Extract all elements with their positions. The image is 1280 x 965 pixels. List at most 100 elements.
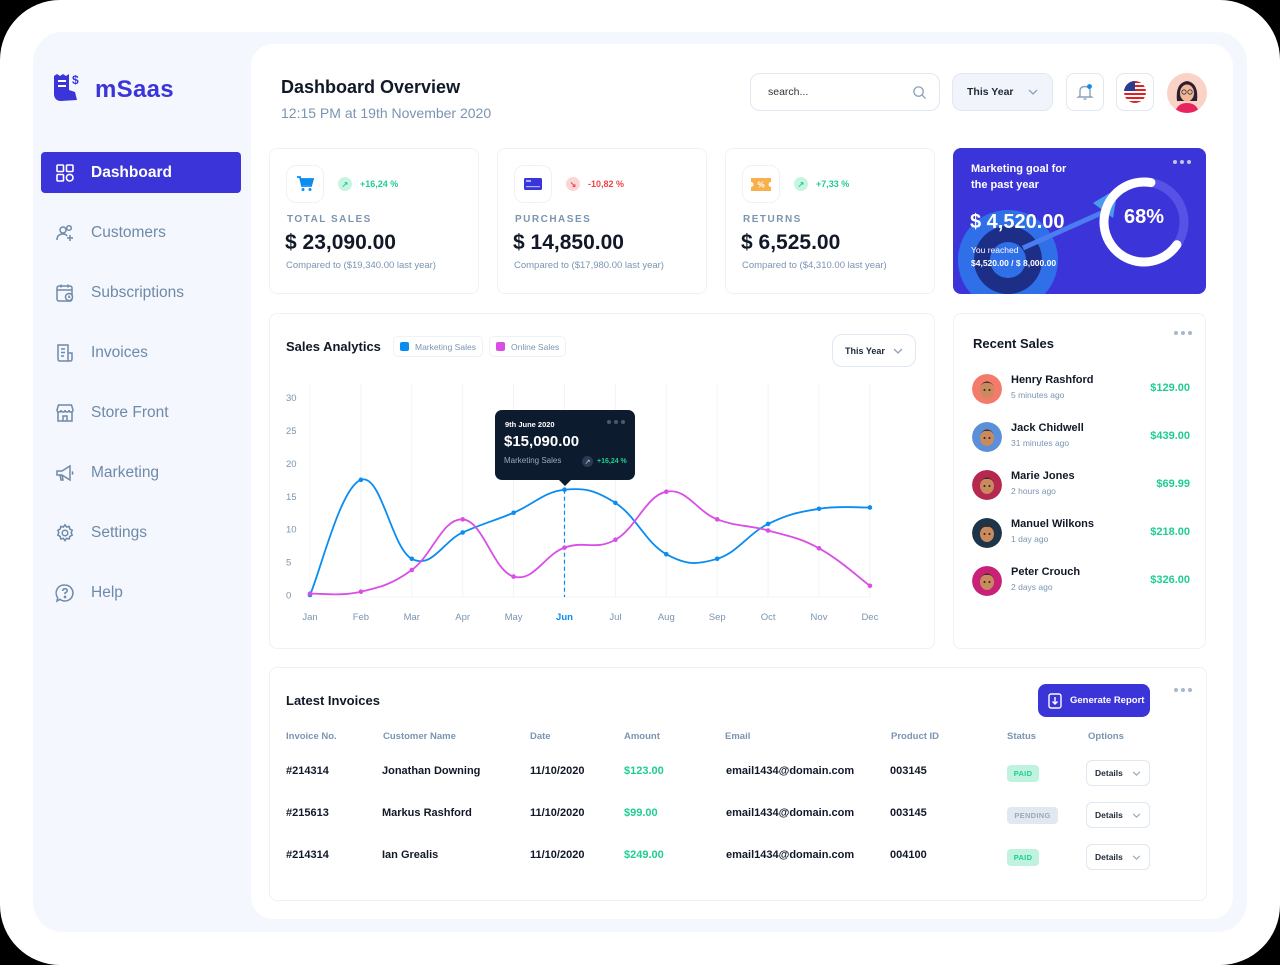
recent-sale-item[interactable]: Manuel Wilkons 1 day ago $218.00 xyxy=(972,516,1190,552)
stat-label: PURCHASES xyxy=(515,214,592,225)
chevron-down-icon xyxy=(1132,854,1141,860)
sale-amount: $326.00 xyxy=(1150,574,1190,586)
goal-progress-ring xyxy=(1099,177,1189,267)
cell-date: 11/10/2020 xyxy=(530,849,585,861)
sidebar-item-settings[interactable]: Settings xyxy=(41,512,241,553)
tooltip-series: Marketing Sales xyxy=(504,456,562,465)
customer-name: Marie Jones xyxy=(1011,470,1075,482)
recent-sale-item[interactable]: Henry Rashford 5 minutes ago $129.00 xyxy=(972,372,1190,408)
sidebar-item-marketing[interactable]: Marketing xyxy=(41,452,241,493)
goal-reached-detail: $4,520.00 / $ 8,000.00 xyxy=(971,258,1057,268)
notifications-button[interactable] xyxy=(1066,73,1104,111)
customer-avatar xyxy=(972,566,1002,596)
main-content: Dashboard Overview 12:15 PM at 19th Nove… xyxy=(251,44,1233,919)
customer-name: Peter Crouch xyxy=(1011,566,1081,578)
svg-text:20: 20 xyxy=(286,459,297,470)
svg-text:15: 15 xyxy=(286,492,297,503)
sale-time: 1 day ago xyxy=(1011,534,1049,544)
search-icon[interactable] xyxy=(912,85,927,100)
chevron-down-icon xyxy=(1028,89,1038,95)
search-input[interactable] xyxy=(768,86,898,98)
svg-text:0: 0 xyxy=(286,591,291,602)
more-icon[interactable] xyxy=(1174,331,1192,335)
sales-analytics-card: Sales Analytics Marketing Sales Online S… xyxy=(269,313,935,649)
cell-no: #214314 xyxy=(286,765,329,777)
details-dropdown[interactable]: Details xyxy=(1086,760,1150,786)
sales-line-chart[interactable]: Jan Feb Mar Apr May Jun Jul Aug Sep Oct Nov Dec 0 5 10… xyxy=(270,314,936,650)
arrow-up-right-icon: ↗ xyxy=(794,177,808,191)
recent-sale-item[interactable]: Peter Crouch 2 days ago $326.00 xyxy=(972,564,1190,600)
status-badge: PAID xyxy=(1007,849,1039,866)
sidebar-nav: Dashboard Customers Subscriptions Invoic… xyxy=(41,152,241,632)
svg-text:5: 5 xyxy=(286,558,291,569)
sidebar-item-label: Invoices xyxy=(91,343,148,361)
recent-sale-item[interactable]: Marie Jones 2 hours ago $69.99 xyxy=(972,468,1190,504)
cell-email: email1434@domain.com xyxy=(726,765,855,777)
cart-icon xyxy=(286,165,324,203)
latest-invoices-card: Latest Invoices Generate Report Invoice … xyxy=(269,667,1207,901)
cell-customer: Jonathan Downing xyxy=(382,765,481,777)
stat-compare: Compared to ($17,980.00 last year) xyxy=(514,260,664,271)
sidebar-item-invoices[interactable]: Invoices xyxy=(41,332,241,373)
search-box[interactable] xyxy=(750,73,940,111)
sale-time: 2 days ago xyxy=(1011,582,1053,592)
page-title: Dashboard Overview xyxy=(281,77,461,97)
sidebar-item-store-front[interactable]: Store Front xyxy=(41,392,241,433)
cell-amount: $123.00 xyxy=(624,765,664,777)
details-dropdown[interactable]: Details xyxy=(1086,802,1150,828)
col-invoice-no: Invoice No. xyxy=(286,731,337,742)
sidebar-item-dashboard[interactable]: Dashboard xyxy=(41,152,241,193)
sidebar-item-customers[interactable]: Customers xyxy=(41,212,241,253)
customer-avatar xyxy=(972,422,1002,452)
more-icon[interactable] xyxy=(1173,160,1191,164)
legend-online-sales[interactable]: Online Sales xyxy=(489,336,567,357)
cell-customer: Ian Grealis xyxy=(382,849,439,861)
sale-amount: $439.00 xyxy=(1150,430,1190,442)
customer-name: Henry Rashford xyxy=(1011,374,1094,386)
customer-avatar xyxy=(972,470,1002,500)
tooltip-date: 9th June 2020 xyxy=(505,420,555,429)
period-dropdown[interactable]: This Year xyxy=(952,73,1053,111)
more-icon xyxy=(607,420,625,424)
sidebar-item-label: Dashboard xyxy=(91,163,172,181)
more-icon[interactable] xyxy=(1174,688,1192,692)
svg-text:May: May xyxy=(505,612,523,623)
store-icon xyxy=(56,403,74,422)
svg-text:%: % xyxy=(758,180,765,189)
stat-label: TOTAL SALES xyxy=(287,214,372,225)
chart-period-label: This Year xyxy=(845,345,885,356)
recent-sale-item[interactable]: Jack Chidwell 31 minutes ago $439.00 xyxy=(972,420,1190,456)
stat-value: $ 23,090.00 xyxy=(285,231,396,254)
sidebar-item-label: Store Front xyxy=(91,403,169,421)
app-name: mSaas xyxy=(95,75,174,103)
logo[interactable]: $ mSaas xyxy=(51,70,174,109)
sidebar-item-help[interactable]: Help xyxy=(41,572,241,613)
user-avatar[interactable] xyxy=(1167,73,1207,113)
arrow-down-right-icon: ↘ xyxy=(566,177,580,191)
chevron-down-icon xyxy=(1132,812,1141,818)
details-dropdown[interactable]: Details xyxy=(1086,844,1150,870)
cell-amount: $99.00 xyxy=(624,807,658,819)
cell-date: 11/10/2020 xyxy=(530,807,585,819)
status-badge: PAID xyxy=(1007,765,1039,782)
sale-amount: $69.99 xyxy=(1156,478,1190,490)
sidebar-item-subscriptions[interactable]: Subscriptions xyxy=(41,272,241,313)
language-button[interactable] xyxy=(1116,73,1154,111)
stat-value: $ 6,525.00 xyxy=(741,231,841,254)
customer-avatar xyxy=(972,374,1002,404)
legend-marketing-sales[interactable]: Marketing Sales xyxy=(393,336,483,357)
legend-label: Marketing Sales xyxy=(415,341,476,352)
cell-email: email1434@domain.com xyxy=(726,849,855,861)
stat-compare: Compared to ($4,310.00 last year) xyxy=(742,260,887,271)
goal-value: $ 4,520.00 xyxy=(970,211,1065,233)
receipt-dollar-icon: $ xyxy=(51,70,85,109)
us-flag-icon xyxy=(1124,81,1146,103)
svg-text:Apr: Apr xyxy=(455,612,470,623)
chart-period-dropdown[interactable]: This Year xyxy=(832,334,916,367)
svg-text:Sep: Sep xyxy=(709,612,726,623)
svg-text:$: $ xyxy=(72,73,79,87)
chevron-down-icon xyxy=(893,348,903,354)
generate-report-button[interactable]: Generate Report xyxy=(1038,684,1150,717)
stat-label: RETURNS xyxy=(743,214,802,225)
svg-text:Jun: Jun xyxy=(556,612,573,623)
